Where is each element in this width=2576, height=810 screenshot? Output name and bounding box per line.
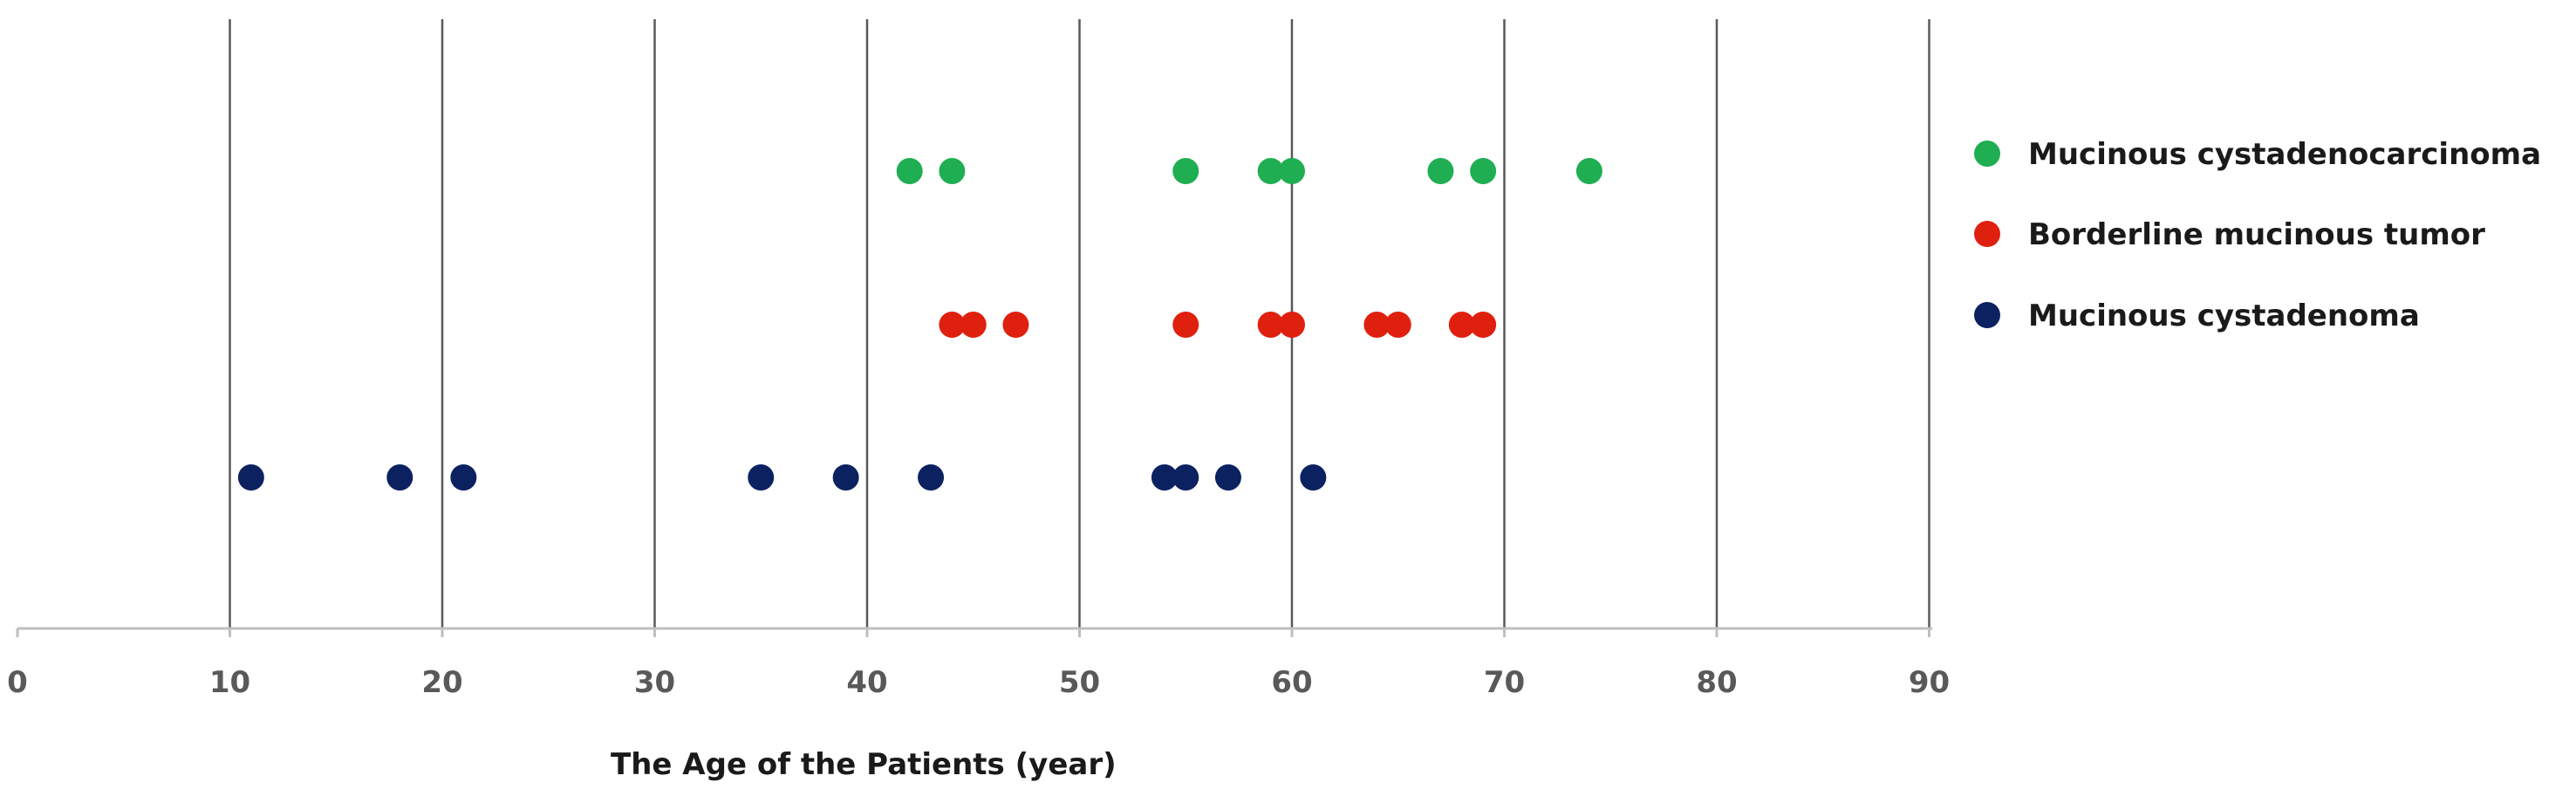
x-tick-label: 30 [634, 665, 675, 700]
x-tick-label: 0 [7, 665, 28, 700]
data-point [939, 312, 966, 338]
data-point [386, 464, 413, 491]
x-axis-tick-labels: 0 10 20 30 40 50 60 70 80 90 [7, 665, 1950, 700]
data-point [1470, 312, 1497, 338]
data-point [1172, 158, 1199, 184]
x-tick-label: 60 [1271, 665, 1312, 700]
data-point [1470, 158, 1497, 184]
data-point [1300, 464, 1327, 491]
data-point [1172, 312, 1199, 338]
legend-label: Mucinous cystadenocarcinoma [2028, 137, 2541, 172]
legend-marker [1974, 221, 2000, 247]
data-point [1427, 158, 1454, 184]
data-point [1575, 158, 1602, 184]
x-tick-label: 50 [1059, 665, 1100, 700]
data-point [748, 464, 775, 491]
x-tick-label: 20 [421, 665, 462, 700]
data-points [237, 158, 1602, 491]
data-point [1363, 312, 1390, 338]
data-point [1279, 158, 1305, 184]
x-tick-label: 70 [1484, 665, 1525, 700]
x-tick-label: 10 [209, 665, 250, 700]
data-point [1151, 464, 1178, 491]
data-point [918, 464, 945, 491]
data-point [1257, 158, 1284, 184]
x-axis-title: The Age of the Patients (year) [611, 747, 1117, 782]
data-point [896, 158, 923, 184]
data-point [1002, 312, 1029, 338]
x-tick-label: 80 [1696, 665, 1737, 700]
data-point [1172, 464, 1199, 491]
legend-label: Mucinous cystadenoma [2028, 299, 2420, 333]
data-point [939, 158, 966, 184]
data-point [1384, 312, 1411, 338]
legend-marker [1974, 141, 2000, 167]
legend-label: Borderline mucinous tumor [2028, 217, 2485, 252]
data-point [237, 464, 264, 491]
legend-marker [1974, 302, 2000, 328]
data-point [1214, 464, 1241, 491]
data-point [450, 464, 477, 491]
data-point [1448, 312, 1475, 338]
data-point [832, 464, 859, 491]
data-point [960, 312, 987, 338]
data-point [1257, 312, 1284, 338]
x-axis-ticks [16, 628, 1930, 637]
vertical-gridlines [229, 19, 1930, 628]
legend: Mucinous cystadenocarcinoma Borderline mu… [1974, 137, 2541, 333]
x-tick-label: 90 [1909, 665, 1950, 700]
data-point [1279, 312, 1305, 338]
x-tick-label: 40 [846, 665, 887, 700]
